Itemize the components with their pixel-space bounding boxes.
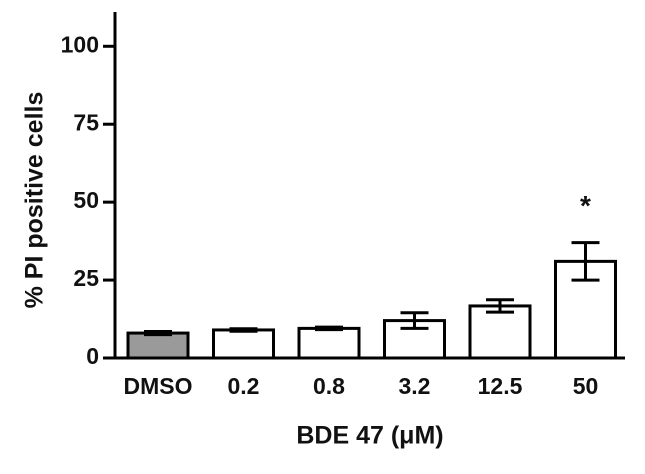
y-tick-label: 25: [73, 265, 99, 291]
x-tick-label: 0.8: [313, 373, 345, 399]
bar: [212, 328, 275, 360]
y-axis-title: % PI positive cells: [21, 92, 49, 309]
x-tick-label: DMSO: [124, 373, 193, 399]
bar: [468, 304, 532, 360]
y-tick-label: 50: [73, 187, 99, 213]
x-tick-label: 12.5: [478, 373, 523, 399]
bar: [297, 326, 361, 360]
error-bar: [400, 311, 429, 330]
y-tick-label: 75: [73, 109, 99, 135]
error-bar: [144, 330, 172, 337]
y-tick-label: 0: [86, 343, 99, 369]
x-tick-label: 50: [573, 373, 599, 399]
y-tick-label: 100: [61, 31, 99, 57]
error-bar: [571, 241, 600, 282]
error-bar: [315, 325, 343, 332]
bar: [126, 331, 190, 360]
x-tick-label: 3.2: [399, 373, 431, 399]
error-bar: [486, 298, 514, 314]
annotation: *: [580, 190, 591, 221]
x-tick-label: 0.2: [228, 373, 260, 399]
x-axis-title: BDE 47 (μM): [296, 422, 443, 450]
error-bar: [229, 327, 258, 333]
